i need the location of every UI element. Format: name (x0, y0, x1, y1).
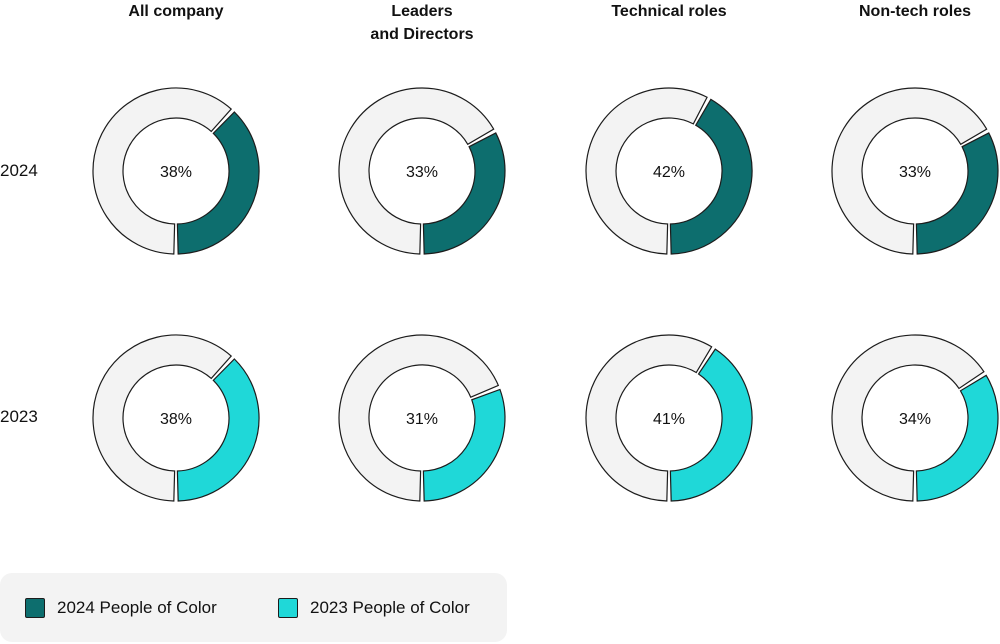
donut-remainder-slice (338, 87, 495, 255)
legend-item-2023: 2023 People of Color (278, 597, 470, 619)
donut-remainder-slice (92, 334, 233, 502)
legend-item-2024: 2024 People of Color (25, 597, 217, 619)
legend-label-2023: 2023 People of Color (310, 598, 470, 617)
donut-value-label: 41% (653, 411, 685, 428)
donut-remainder-slice (831, 87, 988, 255)
donut-2023-col1: 31% (338, 334, 506, 502)
donut-value-slice (422, 132, 506, 255)
donut-2023-col2: 41% (585, 334, 753, 502)
donut-value-slice (422, 388, 506, 502)
column-header-technical-text: Technical roles (611, 3, 727, 20)
donut-chart-grid: 38% 33% 42% 33% 38% 31% 41% 34% (92, 87, 999, 502)
donut-2024-col0: 38% (92, 87, 260, 255)
donut-value-slice (915, 374, 999, 502)
donut-value-slice (669, 98, 753, 255)
donut-value-label: 38% (160, 411, 192, 428)
legend: 2024 People of Color 2023 People of Colo… (0, 573, 507, 642)
donut-2024-col2: 42% (585, 87, 753, 255)
donut-remainder-slice (831, 334, 985, 502)
donut-value-slice (915, 132, 999, 255)
column-header-non-tech-roles: Non-tech roles (815, 0, 1000, 23)
donut-value-label: 42% (653, 164, 685, 181)
donut-2024-col1: 33% (338, 87, 506, 255)
donut-remainder-slice (92, 87, 233, 255)
donut-remainder-slice (338, 334, 500, 502)
donut-value-slice (176, 358, 260, 502)
row-label-2023: 2023 (0, 407, 38, 426)
column-header-leaders-line1: Leaders (391, 3, 453, 20)
donut-value-slice (669, 348, 753, 502)
donut-2024-col3: 33% (831, 87, 999, 255)
donut-remainder-slice (585, 87, 708, 255)
column-header-non-tech-text: Non-tech roles (858, 3, 971, 20)
column-header-leaders-line2: and Directors (370, 26, 474, 43)
column-header-all-company: All company (76, 0, 276, 23)
donut-value-label: 33% (406, 164, 438, 181)
donut-value-label: 33% (899, 164, 931, 181)
column-header-all-company-text: All company (128, 3, 224, 20)
legend-swatch-2023 (278, 598, 298, 618)
donut-value-label: 31% (406, 411, 438, 428)
donut-2023-col3: 34% (831, 334, 999, 502)
row-label-2024: 2024 (0, 161, 38, 180)
donut-remainder-slice (585, 334, 713, 502)
donut-2023-col0: 38% (92, 334, 260, 502)
legend-swatch-2024 (25, 598, 45, 618)
donut-value-label: 38% (160, 164, 192, 181)
column-header-leaders-directors: Leaders and Directors (322, 0, 522, 46)
column-header-technical-roles: Technical roles (569, 0, 769, 23)
donut-value-label: 34% (899, 411, 931, 428)
legend-label-2024: 2024 People of Color (57, 598, 217, 617)
donut-value-slice (176, 111, 260, 255)
